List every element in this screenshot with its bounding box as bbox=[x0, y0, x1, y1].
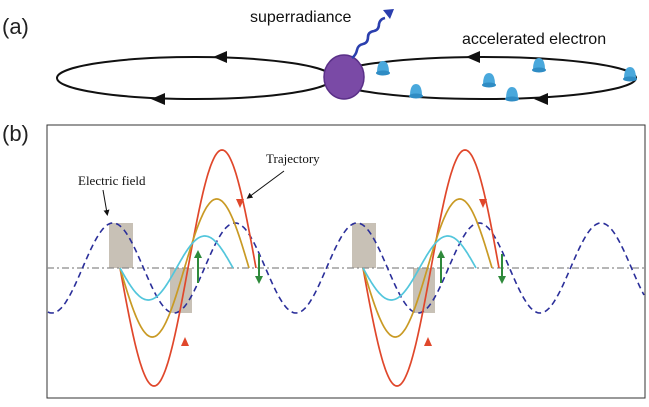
trajectory-arrowhead bbox=[181, 337, 189, 346]
down-arrow-head bbox=[255, 276, 263, 284]
panel-b: (b) bbox=[2, 121, 645, 398]
left-ring bbox=[57, 57, 333, 99]
panel-a-label: (a) bbox=[2, 14, 29, 39]
trajectory-pointer bbox=[249, 171, 284, 197]
electron-icon bbox=[505, 97, 519, 102]
plot-frame bbox=[47, 125, 645, 398]
photon-wave bbox=[352, 18, 385, 58]
electric-field-pointer bbox=[103, 190, 107, 213]
up-arrow-head bbox=[437, 250, 445, 258]
electron-icon bbox=[532, 68, 546, 73]
up-arrow-head bbox=[194, 250, 202, 258]
superradiance-label: superradiance bbox=[250, 9, 352, 26]
electron-icon bbox=[409, 94, 423, 99]
ring-direction-arrow bbox=[151, 93, 165, 105]
electron-icon bbox=[482, 83, 496, 88]
panel-a: (a) superradiance accelerated electron bbox=[2, 9, 637, 105]
ring-direction-arrow bbox=[466, 51, 480, 63]
highlight-region bbox=[109, 223, 133, 268]
ring-direction-arrow bbox=[213, 51, 227, 63]
electric-field-label: Electric field bbox=[78, 173, 146, 188]
accelerated-electron-label: accelerated electron bbox=[462, 31, 606, 48]
down-arrow-head bbox=[498, 276, 506, 284]
ring-direction-arrow bbox=[534, 93, 548, 105]
electron-bunch bbox=[324, 55, 364, 99]
right-ring bbox=[330, 57, 636, 99]
highlight-region bbox=[352, 223, 376, 268]
electron-icon bbox=[623, 77, 637, 82]
trajectory-label: Trajectory bbox=[266, 151, 320, 166]
panel-b-label: (b) bbox=[2, 121, 29, 146]
trajectory-arrowhead bbox=[424, 337, 432, 346]
crossing-arrows bbox=[194, 250, 506, 284]
electron-icon bbox=[376, 71, 390, 76]
